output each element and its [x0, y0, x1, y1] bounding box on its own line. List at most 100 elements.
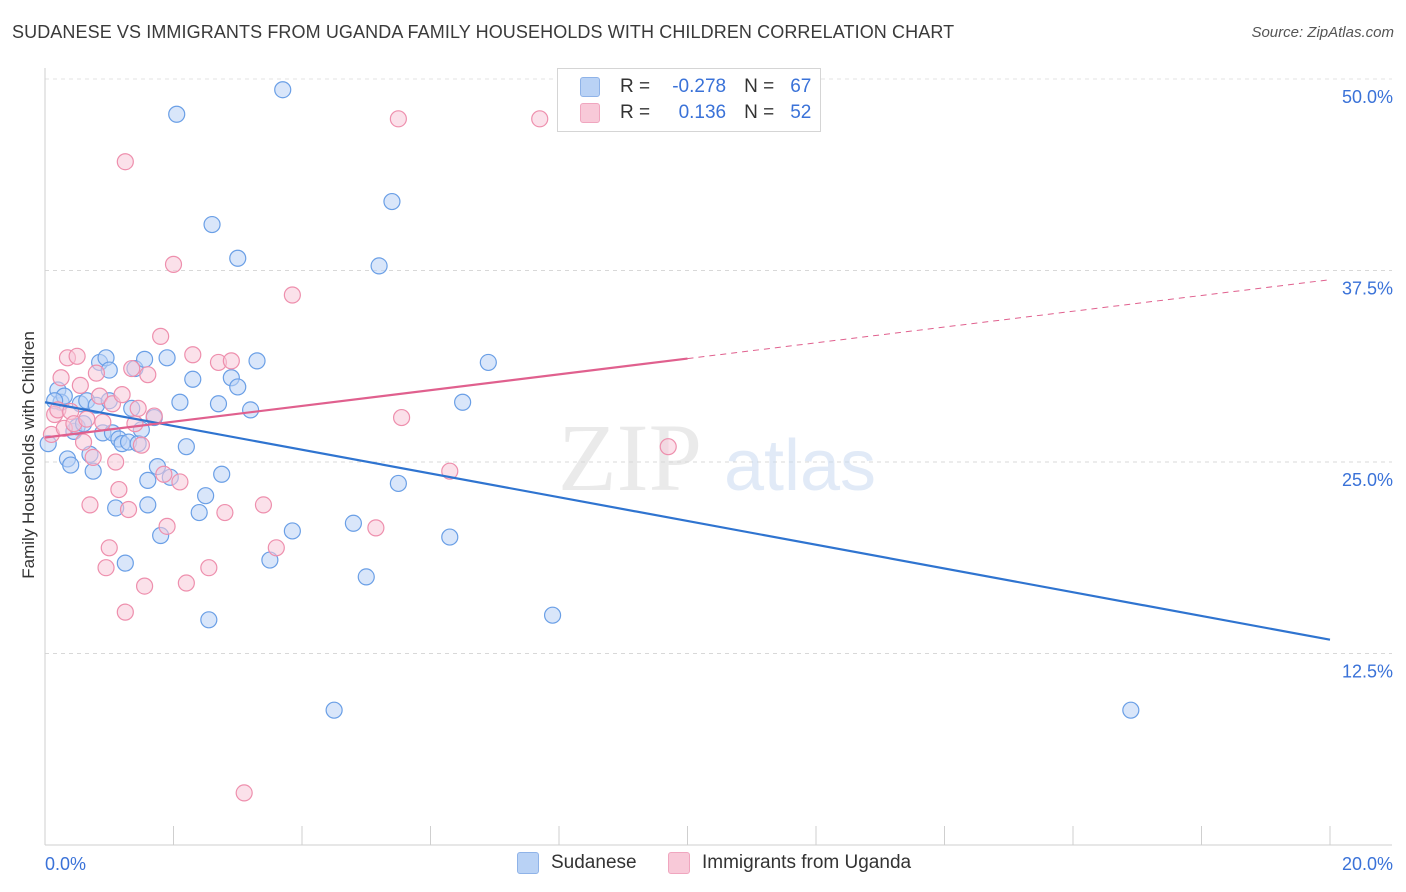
bottom-legend-sudanese: Sudanese — [517, 852, 637, 874]
uganda-point — [155, 465, 173, 483]
x-tick-label: 0.0% — [45, 854, 86, 874]
y-tick-label: 25.0% — [1342, 470, 1393, 490]
sudanese-point — [229, 378, 247, 396]
sudanese-point — [62, 456, 80, 474]
uganda-point — [91, 387, 109, 405]
uganda-point — [107, 453, 125, 471]
sudanese-point — [158, 349, 176, 367]
uganda-point — [222, 352, 240, 370]
sudanese-point — [116, 554, 134, 572]
uganda-point — [392, 408, 411, 427]
sudanese-point — [229, 249, 247, 267]
uganda-point — [110, 480, 128, 499]
uganda-point — [184, 346, 202, 364]
sudanese-point — [168, 105, 186, 123]
uganda-point — [441, 462, 459, 480]
legend-row-sudanese: R = -0.278 N = 67 — [580, 74, 811, 100]
uganda-point — [68, 347, 86, 365]
uganda-point — [97, 559, 115, 577]
uganda-point — [216, 503, 234, 522]
sudanese-point — [248, 352, 266, 370]
uganda-point — [659, 438, 677, 456]
sudanese-point — [383, 192, 401, 211]
legend-r-value: 0.136 — [678, 102, 727, 123]
bottom-legend-swatch-sudanese — [517, 852, 539, 874]
sudanese-point — [213, 465, 231, 483]
uganda-trend-line — [44, 357, 688, 439]
uganda-point — [267, 539, 285, 557]
watermark-atlas: atlas — [724, 426, 876, 506]
uganda-point — [78, 410, 96, 428]
grid-lines — [45, 78, 1392, 654]
bottom-legend-uganda: Immigrants from Uganda — [668, 852, 911, 874]
sudanese-point — [242, 401, 260, 419]
uganda-point — [129, 399, 147, 417]
sudanese-point — [325, 701, 343, 719]
bottom-legend-swatch-uganda — [668, 852, 690, 874]
uganda-point — [81, 496, 99, 514]
trend-lines — [44, 279, 1331, 641]
uganda-point — [116, 153, 134, 171]
uganda-point — [84, 448, 102, 467]
uganda-point — [71, 376, 89, 394]
sudanese-point — [200, 611, 218, 629]
x-tick-label: 20.0% — [1342, 854, 1393, 874]
sudanese-point — [370, 257, 388, 275]
sudanese-point — [441, 528, 459, 546]
uganda-point — [119, 500, 138, 519]
y-tick-label: 37.5% — [1342, 279, 1393, 299]
uganda-point — [171, 473, 189, 491]
bottom-legend-label-sudanese: Sudanese — [551, 852, 637, 873]
legend-n-label: N = — [744, 102, 775, 123]
uganda-point — [74, 433, 93, 451]
uganda-point — [135, 577, 154, 595]
axes — [44, 68, 1392, 846]
sudanese-point — [209, 395, 228, 413]
uganda-point — [164, 255, 183, 273]
correlation-legend: R = -0.278 N = 67 R = 0.136 N = 52 — [557, 68, 821, 132]
sudanese-point — [139, 496, 157, 514]
sudanese-point — [1122, 701, 1140, 719]
y-tick-label: 12.5% — [1342, 662, 1393, 682]
uganda-point — [283, 286, 301, 304]
uganda-point — [531, 110, 549, 128]
sudanese-point — [357, 568, 375, 586]
uganda-point — [389, 110, 407, 128]
sudanese-point — [184, 370, 202, 388]
scatter-points — [39, 81, 1140, 802]
sudanese-point — [197, 487, 215, 505]
uganda-point — [200, 559, 218, 577]
legend-swatch-sudanese — [580, 77, 600, 97]
uganda-point — [367, 519, 385, 537]
bottom-legend-label-uganda: Immigrants from Uganda — [702, 852, 912, 873]
watermark-zip: ZIP — [558, 404, 702, 511]
legend-swatch-uganda — [580, 103, 600, 123]
sudanese-point — [274, 81, 292, 99]
legend-r-label: R = — [620, 76, 651, 97]
uganda-point — [113, 385, 131, 404]
uganda-point — [235, 784, 253, 802]
uganda-point — [132, 436, 150, 454]
uganda-trend-extension — [687, 279, 1331, 360]
sudanese-point — [283, 522, 301, 540]
uganda-point — [52, 369, 70, 387]
sudanese-point — [139, 471, 157, 489]
uganda-point — [87, 364, 106, 382]
legend-n-label: N = — [744, 76, 775, 97]
source-label: Source: ZipAtlas.com — [1251, 24, 1394, 41]
legend-n-value: 67 — [790, 76, 812, 97]
uganda-point — [254, 496, 273, 514]
uganda-point — [94, 413, 112, 431]
uganda-point — [158, 517, 176, 535]
sudanese-point — [203, 215, 221, 234]
tick-labels: 12.5% 25.0% 37.5% 50.0% 0.0% 20.0% — [45, 87, 1393, 874]
chart-title: SUDANESE VS IMMIGRANTS FROM UGANDA FAMIL… — [12, 22, 955, 42]
legend-n-value: 52 — [790, 102, 812, 123]
sudanese-trend-line — [44, 401, 1331, 641]
sudanese-point — [389, 474, 407, 493]
y-tick-label: 50.0% — [1342, 87, 1393, 107]
sudanese-point — [190, 503, 208, 522]
sudanese-point — [454, 393, 472, 411]
uganda-point — [123, 359, 141, 378]
